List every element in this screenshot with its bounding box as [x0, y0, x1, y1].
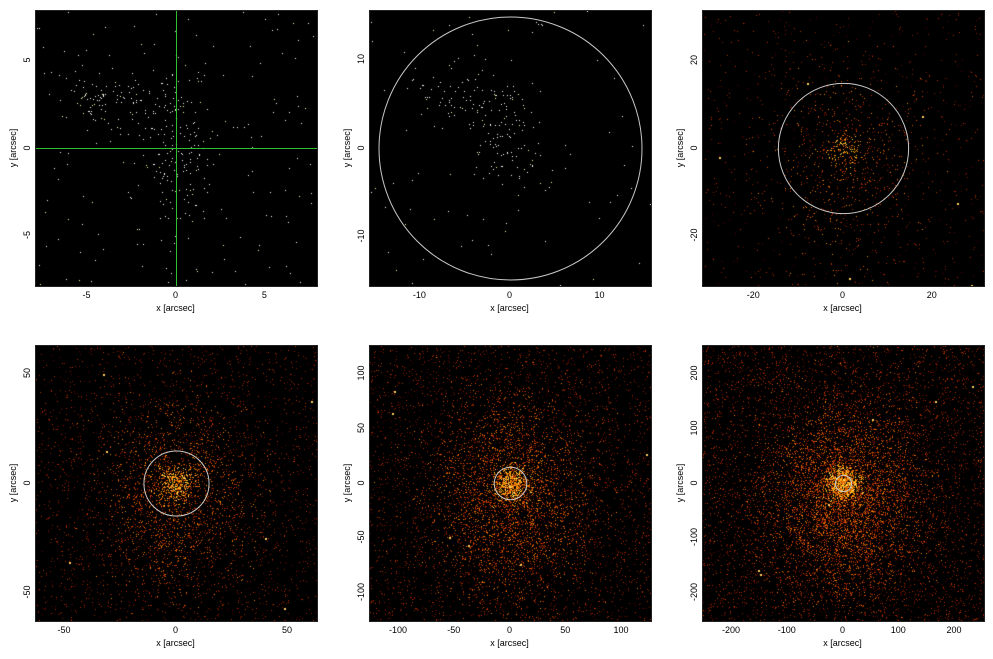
aperture-circle [378, 16, 643, 281]
x-tick-label: 0 [839, 625, 846, 635]
x-axis-label: x [arcsec] [823, 638, 862, 648]
y-tick-label: 0 [689, 144, 699, 151]
x-tick-label: 5 [261, 290, 267, 300]
y-tick-label: -100 [356, 582, 366, 601]
overlay-layer [493, 466, 528, 501]
y-axis-label: y [arcsec] [8, 463, 18, 502]
y-tick-label: -200 [689, 582, 699, 601]
y-tick-label: 20 [689, 55, 699, 66]
y-tick-label: 5 [22, 57, 32, 63]
y-tick-label: -50 [22, 585, 32, 599]
overlay-layer [834, 474, 853, 493]
y-tick-label: -100 [689, 528, 699, 547]
image-frame [702, 345, 985, 622]
x-tick-label: -5 [82, 290, 91, 300]
x-tick-label: 0 [839, 290, 846, 300]
x-tick-label: 0 [172, 625, 179, 635]
y-tick-label: 100 [356, 365, 366, 381]
overlay-layer [36, 11, 317, 286]
y-tick-label: 0 [356, 144, 366, 151]
image-frame [35, 10, 318, 287]
x-tick-label: -10 [412, 290, 426, 300]
x-tick-label: -100 [777, 625, 796, 635]
x-tick-label: -20 [746, 290, 760, 300]
y-axis-label: y [arcsec] [342, 128, 352, 167]
sky-image [703, 346, 984, 621]
image-frame [369, 345, 652, 622]
x-tick-label: 100 [613, 625, 629, 635]
y-tick-label: 0 [689, 479, 699, 486]
x-axis-label: x [arcsec] [823, 303, 862, 313]
x-tick-label: 0 [172, 290, 179, 300]
x-axis-label: x [arcsec] [490, 303, 529, 313]
x-tick-label: 200 [946, 625, 962, 635]
y-tick-label: 200 [689, 365, 699, 381]
x-tick-label: 0 [506, 290, 513, 300]
y-tick-label: -10 [356, 229, 366, 243]
aperture-circle [143, 450, 210, 517]
x-tick-label: -50 [57, 625, 71, 635]
overlay-layer [378, 16, 643, 281]
x-axis-label: x [arcsec] [156, 638, 195, 648]
x-tick-label: 100 [890, 625, 906, 635]
image-frame [702, 10, 985, 287]
y-tick-label: 0 [22, 479, 32, 486]
overlay-layer [777, 82, 910, 215]
overlay-layer [143, 450, 210, 517]
aperture-circle [493, 466, 528, 501]
image-frame [369, 10, 652, 287]
x-tick-label: 50 [560, 625, 571, 635]
aperture-circle [777, 82, 910, 215]
x-axis-label: x [arcsec] [490, 638, 529, 648]
x-tick-label: 10 [594, 290, 605, 300]
aperture-circle [834, 474, 853, 493]
x-tick-label: 0 [506, 625, 513, 635]
image-frame [35, 345, 318, 622]
y-tick-label: 0 [356, 479, 366, 486]
y-axis-label: y [arcsec] [342, 463, 352, 502]
y-axis-label: y [arcsec] [675, 128, 685, 167]
y-axis-label: y [arcsec] [675, 463, 685, 502]
x-tick-label: -50 [447, 625, 461, 635]
x-tick-label: -200 [721, 625, 740, 635]
y-tick-label: -20 [689, 228, 699, 242]
y-tick-label: 50 [356, 422, 366, 433]
y-tick-label: 0 [22, 144, 32, 151]
y-axis-label: y [arcsec] [8, 128, 18, 167]
sky-image [703, 11, 984, 286]
y-tick-label: 50 [22, 368, 32, 379]
x-tick-label: -100 [388, 625, 407, 635]
y-tick-label: -5 [22, 230, 32, 239]
sky-image [370, 346, 651, 621]
x-tick-label: 50 [281, 625, 293, 635]
x-tick-label: 20 [926, 290, 937, 300]
y-tick-label: 10 [356, 54, 366, 65]
sky-image [36, 346, 317, 621]
y-tick-label: 100 [689, 420, 699, 436]
x-axis-label: x [arcsec] [156, 303, 195, 313]
y-tick-label: -50 [356, 530, 366, 544]
